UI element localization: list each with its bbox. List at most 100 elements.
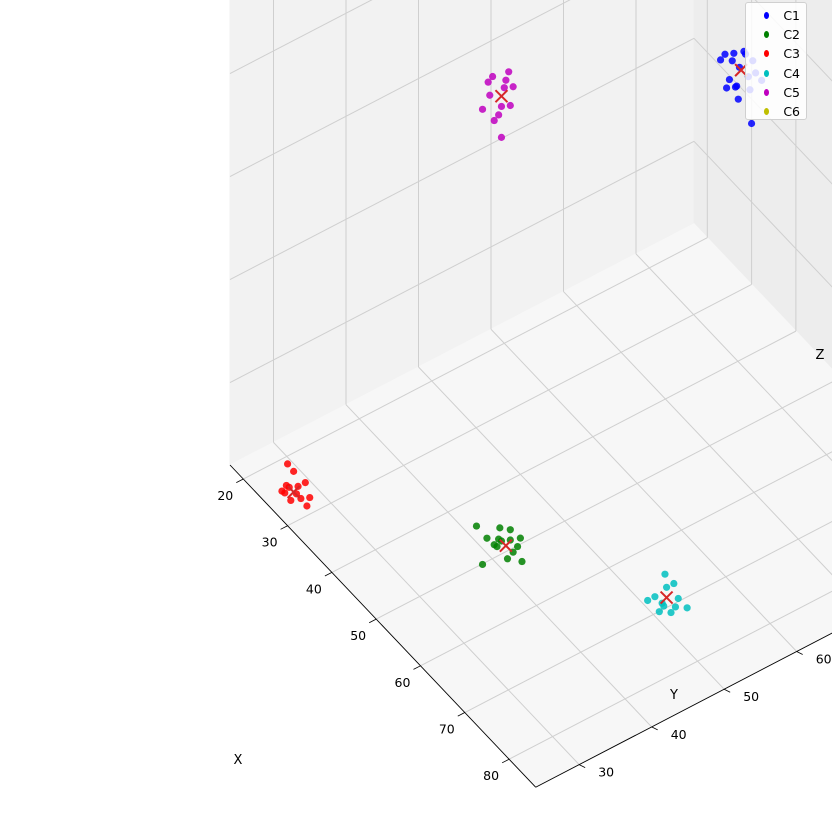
point-c5 — [509, 83, 517, 91]
point-c1 — [725, 75, 734, 84]
grid-z-left — [229, 140, 695, 384]
point-c2 — [490, 541, 498, 549]
x-tick-mark — [280, 525, 288, 530]
axes-grid — [229, 0, 832, 765]
point-c5 — [497, 102, 506, 111]
axes-panes — [229, 0, 832, 788]
legend-label: C6 — [783, 104, 800, 120]
point-c4 — [655, 608, 663, 616]
point-c4 — [644, 596, 652, 605]
point-c5 — [489, 72, 497, 81]
point-c4 — [667, 608, 675, 617]
x-tick-label: 60 — [395, 675, 411, 690]
x-tick-mark — [324, 572, 333, 577]
data-points — [278, 47, 766, 617]
y-tick-mark — [723, 688, 731, 693]
x-tick-mark — [413, 665, 421, 670]
point-c1 — [723, 84, 731, 92]
point-c1 — [731, 83, 740, 91]
legend-marker — [764, 108, 770, 116]
grid-x-floor — [243, 237, 708, 480]
point-c2 — [496, 524, 504, 532]
point-c3 — [301, 478, 309, 487]
point-c3 — [283, 460, 292, 468]
point-c5 — [500, 84, 508, 92]
y-axis-line — [535, 632, 832, 788]
point-c1 — [721, 50, 729, 58]
y-tick-label: 40 — [671, 727, 687, 742]
grid-z-back — [693, 140, 832, 288]
grid-x-floor — [287, 283, 752, 527]
point-c4 — [674, 594, 682, 603]
point-c4 — [661, 570, 669, 578]
grid-x-floor — [508, 590, 832, 760]
legend-marker — [764, 12, 770, 20]
axes-lines — [229, 464, 832, 788]
point-c1 — [728, 57, 736, 65]
y-tick-mark — [578, 764, 586, 768]
point-c2 — [483, 534, 491, 542]
centroid-c5 — [494, 89, 509, 103]
point-c5 — [486, 91, 494, 99]
grid-z-left — [229, 37, 695, 281]
point-c4 — [662, 583, 671, 591]
point-c5 — [484, 78, 492, 86]
centroid-stroke — [499, 538, 513, 553]
legend-entry-c6: C6 — [752, 102, 800, 121]
legend-marker — [764, 50, 770, 58]
x-tick-label: 50 — [350, 628, 366, 643]
legend-entry-c3: C3 — [752, 44, 800, 63]
point-c1 — [716, 56, 725, 64]
grid-y-floor — [273, 442, 580, 765]
x-tick-mark — [457, 712, 465, 717]
grid-x-floor — [420, 451, 832, 667]
y-axis-label: Y — [669, 688, 678, 703]
point-c5 — [495, 111, 503, 119]
y-tick-label: 30 — [598, 765, 614, 780]
grid-x-floor — [464, 520, 832, 713]
point-c3 — [278, 487, 286, 495]
x-tick-label: 20 — [217, 488, 233, 503]
grid-y-floor — [345, 404, 653, 728]
point-c2 — [506, 526, 514, 534]
legend-label: C3 — [783, 46, 800, 62]
point-c2 — [518, 557, 526, 566]
x-tick-label: 40 — [306, 581, 322, 596]
point-c3 — [290, 467, 298, 475]
point-c4 — [651, 593, 659, 601]
point-c3 — [303, 502, 311, 510]
centroid-stroke — [659, 590, 674, 605]
legend-entry-c1: C1 — [752, 6, 800, 25]
point-c1 — [730, 49, 738, 57]
x-axis-label: X — [234, 753, 243, 768]
point-c1 — [747, 119, 756, 128]
grid-x-floor — [375, 381, 832, 620]
legend-entry-c2: C2 — [752, 25, 800, 44]
legend-marker — [764, 69, 770, 77]
centroid-c2 — [499, 538, 513, 553]
centroid-stroke — [286, 485, 301, 499]
centroid-c3 — [286, 485, 301, 499]
point-c4 — [683, 604, 691, 612]
point-c5 — [502, 76, 510, 84]
grid-y-floor — [418, 366, 725, 690]
y-tick-mark — [796, 651, 803, 655]
z-axis-label: Z — [816, 348, 825, 363]
point-c2 — [472, 522, 481, 530]
legend-entry-c4: C4 — [752, 64, 800, 83]
x-tick-label: 80 — [483, 768, 499, 783]
point-c4 — [660, 602, 668, 610]
legend-label: C2 — [783, 27, 800, 43]
legend-label: C5 — [783, 84, 800, 100]
legend-marker — [764, 88, 770, 96]
point-c3 — [287, 496, 295, 505]
legend-label: C4 — [783, 65, 800, 81]
point-c5 — [506, 101, 514, 110]
x-tick-mark — [501, 758, 510, 764]
point-c5 — [478, 105, 487, 113]
y-tick-label: 60 — [816, 652, 832, 667]
x-tick-label: 30 — [262, 535, 278, 550]
point-c2 — [478, 560, 487, 569]
point-c1 — [734, 95, 742, 103]
